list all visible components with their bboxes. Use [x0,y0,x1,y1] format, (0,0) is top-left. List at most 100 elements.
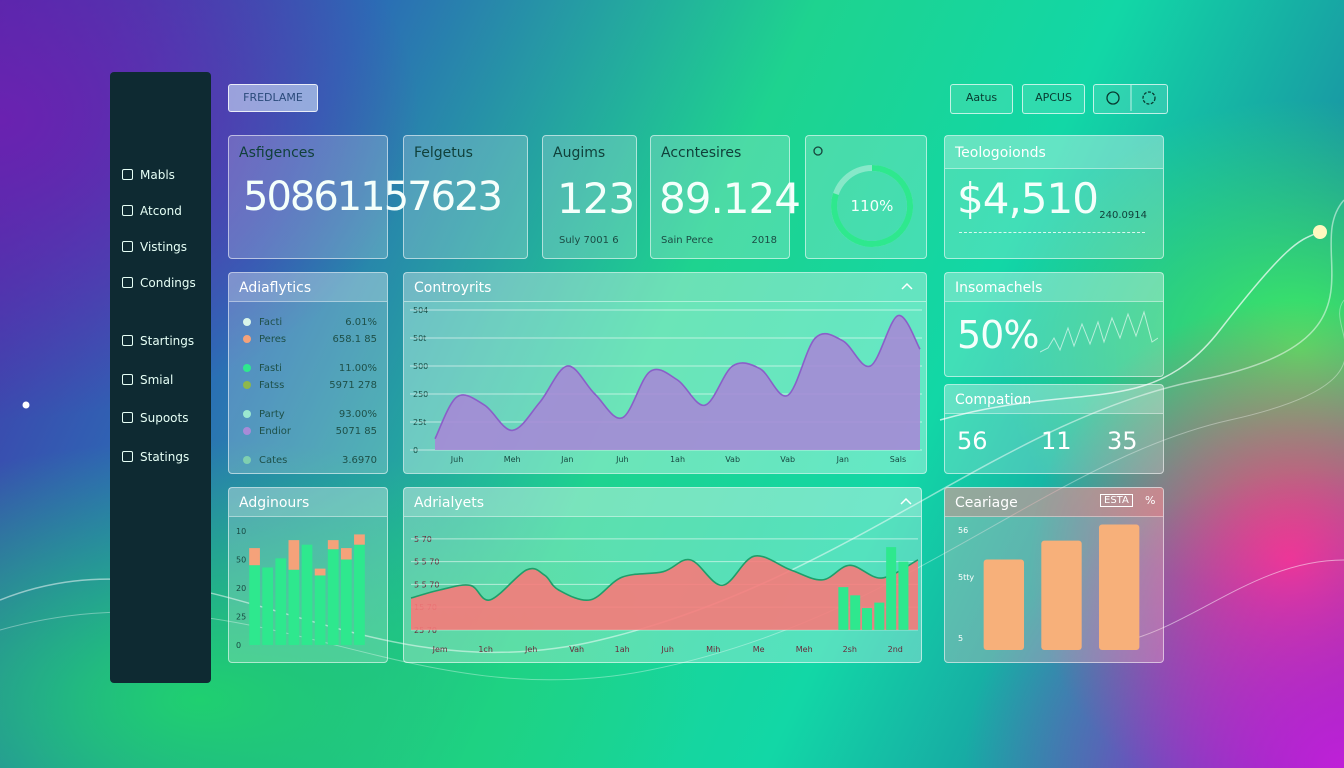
nav-item[interactable]: Statings [122,450,189,464]
legend-row: Fatss 5971 278 [243,380,377,391]
x-tick-label: 1ah [670,455,685,464]
legend-dot [243,335,251,343]
bar [886,547,897,630]
collapse-icon[interactable] [899,496,913,506]
gauge-label: 110% [850,197,894,215]
legend-name: Fatss [259,380,285,391]
card-sub: 2018 [751,235,777,246]
divider [959,232,1145,233]
area-line [434,314,921,440]
legend-name: Cates [259,455,288,466]
bar [354,534,365,545]
bar [275,558,287,645]
badge-unit: % [1145,494,1156,507]
x-tick-label: 2sh [843,645,857,654]
legend-row: Peres 658.1 85 [243,334,377,345]
bar [983,559,1025,650]
card-value: 50% [957,313,1039,357]
card-header [945,136,1163,169]
y-tick-label: 25 [236,613,246,622]
nav-item[interactable]: Vistings [122,240,187,254]
sidebar: Mabls Atcond Vistings Condings Startings… [110,72,211,683]
nav-item[interactable]: Atcond [122,204,182,218]
kpi-card: Accntesires 89.124 Sain Perce 2018 [650,135,801,259]
kpi-card: Felgetus [403,135,528,259]
kpi-card: Teologoionds $4,510 240.0914 [944,135,1164,259]
x-tick-label: Jan [560,455,573,464]
nav-item[interactable]: Mabls [122,168,175,182]
y-tick-label: 10 [236,527,246,536]
legend-dot [243,427,251,435]
bar [850,595,861,630]
card-value: 123 [557,174,635,223]
gauge [813,146,914,247]
x-tick-label: Meh [504,455,521,464]
bar [862,608,873,630]
panel-header [945,488,1163,517]
icons [1106,85,1156,111]
bar [249,548,260,566]
nav-label: Condings [140,276,196,290]
x-tick-label: Jem [432,645,448,654]
nav-item[interactable]: Condings [122,276,196,290]
x-tick-label: Vab [725,455,740,464]
stat-value: 11 [1041,427,1072,455]
legend-dot [243,318,251,326]
sparkline [1040,310,1158,353]
legend-dot [243,456,251,464]
nav-item[interactable]: Smial [122,373,173,387]
legend-name: Party [259,409,285,420]
legend-name: Fasti [259,363,282,374]
nav-label: Mabls [140,168,175,182]
x-tick-label: Vab [780,455,795,464]
card-title: Compation [955,392,1032,408]
x-tick-label: 1ch [478,645,493,654]
panel-header [945,273,1163,302]
collapse-icon[interactable] [900,281,914,291]
legend-dot [243,381,251,389]
card-title: Felgetus [414,145,473,161]
card-title: Teologoionds [955,145,1046,161]
card-title: Asfigences [239,145,315,161]
legend-name: Facti [259,317,283,328]
y-tick-label: 50 [236,556,246,565]
legend-value: 11.00% [338,363,377,374]
y-tick-label: 56 [958,526,968,535]
bar [314,568,326,576]
area-fill [435,315,920,450]
area-line [410,555,919,602]
nav-label: Supoots [140,411,189,425]
bar [898,561,909,630]
panel-title: Adiaflytics [239,280,312,296]
card-title: Augims [553,145,606,161]
panel-header [229,488,387,517]
legend-name: Endior [259,426,292,437]
x-tick-label: Me [753,645,765,654]
brand[interactable]: FREDLAME [228,84,318,112]
legend-name: Peres [259,334,287,345]
nav-item[interactable]: Supoots [122,411,188,425]
header-button[interactable]: APCUS [1022,84,1085,114]
panel-header [404,488,921,517]
panel-title: Ceariage [955,495,1018,511]
bar [249,565,260,645]
stat-value: 35 [1107,427,1138,455]
legend-row: Endior 5071 85 [243,426,377,437]
nav-label: Startings [140,334,195,348]
bar [354,544,365,645]
x-tick-label: 2nd [888,645,903,654]
y-tick-label: 5tty [958,573,974,582]
bar [1041,540,1082,650]
legend-value: 5971 278 [329,380,377,391]
bar [838,587,849,630]
badge[interactable]: ESTA [1100,494,1133,507]
header-button[interactable]: Aatus [950,84,1013,114]
panel-header [404,273,926,302]
nav-item[interactable]: Startings [122,334,194,348]
card-sub: Suly 7001 6 [559,235,619,246]
y-tick-label: 0 [236,641,241,650]
stat-card: Compation 56 11 35 [944,384,1164,474]
y-tick-label: 5 [958,634,963,643]
icon-buttons[interactable] [1093,84,1168,114]
legend-row: Party 93.00% [243,409,377,420]
